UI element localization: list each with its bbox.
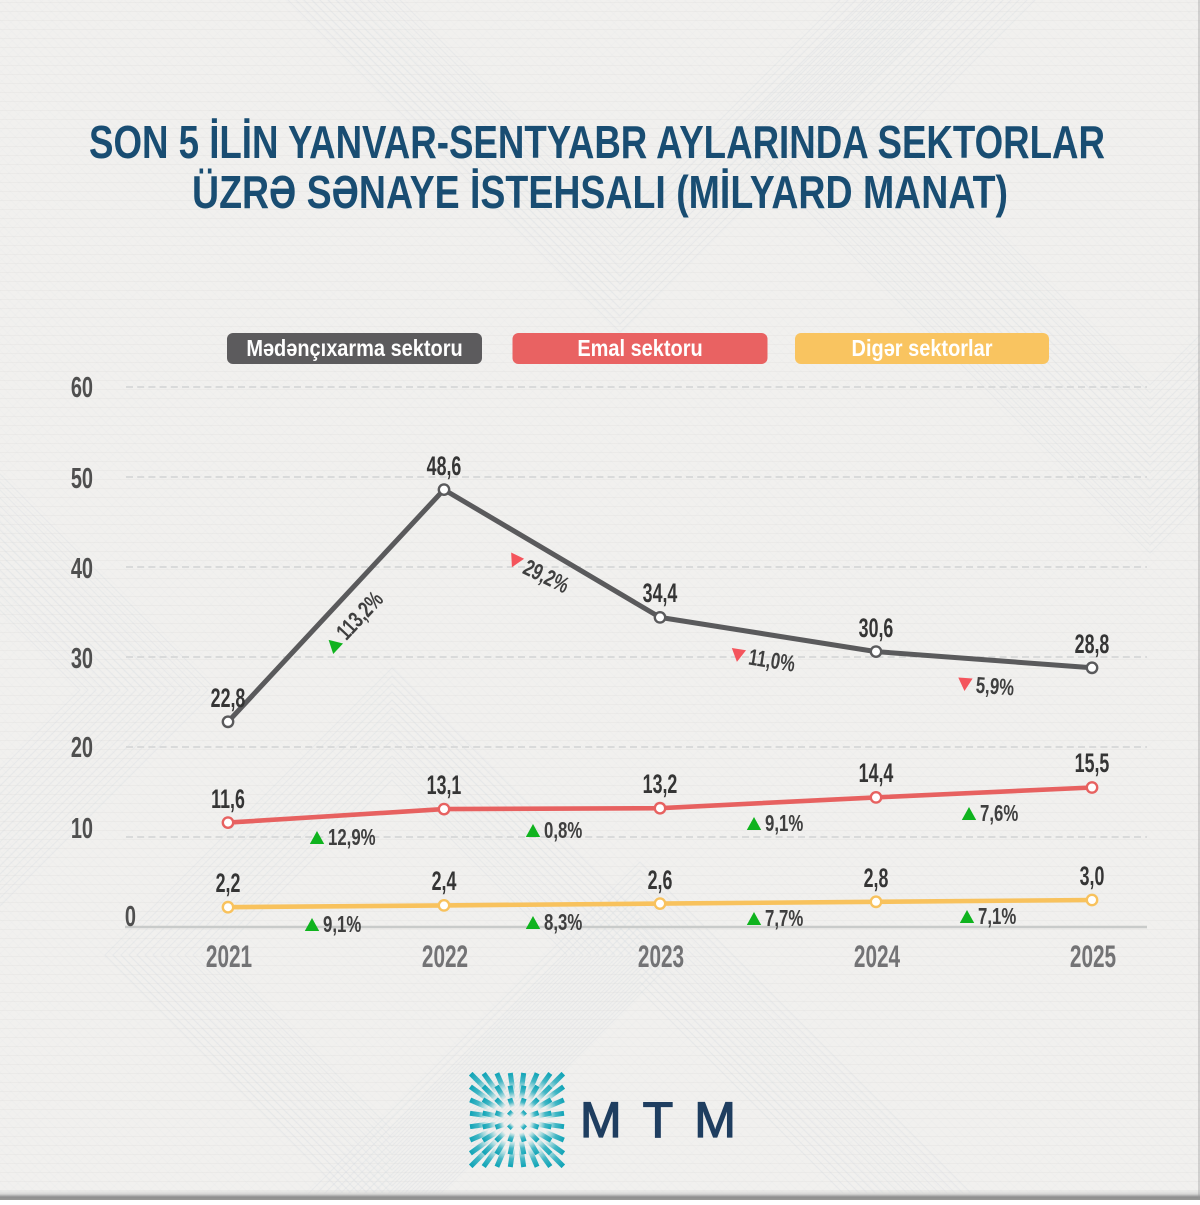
svg-text:9,1%: 9,1% — [765, 811, 803, 836]
svg-text:7,1%: 7,1% — [978, 904, 1016, 929]
svg-text:2024: 2024 — [854, 939, 900, 974]
svg-text:SON 5 İLİN YANVAR-SENTYABR AYL: SON 5 İLİN YANVAR-SENTYABR AYLARINDA SEK… — [89, 116, 1105, 168]
svg-text:2023: 2023 — [638, 939, 684, 974]
svg-text:7,6%: 7,6% — [980, 801, 1018, 826]
svg-text:28,8: 28,8 — [1075, 628, 1110, 659]
svg-text:11,0%: 11,0% — [747, 645, 797, 677]
svg-text:2021: 2021 — [206, 939, 252, 974]
svg-text:9,1%: 9,1% — [323, 912, 361, 937]
svg-text:34,4: 34,4 — [643, 577, 678, 608]
svg-text:2,6: 2,6 — [648, 864, 673, 895]
svg-text:13,1: 13,1 — [427, 769, 462, 800]
svg-text:2022: 2022 — [422, 939, 468, 974]
svg-text:48,6: 48,6 — [427, 450, 462, 481]
svg-text:Digər sektorlar: Digər sektorlar — [852, 334, 993, 361]
svg-text:14,4: 14,4 — [859, 757, 894, 788]
svg-text:30,6: 30,6 — [859, 612, 894, 643]
svg-text:50: 50 — [71, 464, 93, 495]
svg-text:Mədənçıxarma sektoru: Mədənçıxarma sektoru — [246, 334, 462, 361]
svg-text:MTM: MTM — [580, 1092, 757, 1148]
svg-text:12,9%: 12,9% — [328, 825, 376, 850]
svg-text:113,2%: 113,2% — [332, 587, 389, 645]
svg-text:ÜZRƏ SƏNAYE İSTEHSALI (MİLYARD: ÜZRƏ SƏNAYE İSTEHSALI (MİLYARD MANAT) — [192, 166, 1008, 218]
svg-text:11,6: 11,6 — [211, 783, 245, 814]
svg-text:13,2: 13,2 — [643, 768, 678, 799]
svg-text:60: 60 — [71, 373, 93, 404]
svg-text:3,0: 3,0 — [1080, 860, 1105, 891]
svg-text:7,7%: 7,7% — [765, 906, 803, 931]
svg-text:30: 30 — [71, 644, 93, 675]
svg-text:0,8%: 0,8% — [544, 818, 582, 843]
svg-text:2,2: 2,2 — [216, 867, 241, 898]
svg-text:15,5: 15,5 — [1075, 747, 1110, 778]
svg-text:5,9%: 5,9% — [975, 673, 1015, 701]
svg-text:2,8: 2,8 — [864, 862, 889, 893]
svg-text:20: 20 — [71, 733, 93, 764]
svg-text:0: 0 — [125, 902, 136, 933]
svg-text:Emal sektoru: Emal sektoru — [577, 334, 702, 361]
svg-text:8,3%: 8,3% — [544, 910, 582, 935]
svg-text:10: 10 — [71, 814, 93, 845]
svg-text:2,4: 2,4 — [432, 865, 457, 896]
svg-text:2025: 2025 — [1070, 939, 1116, 974]
svg-text:22,8: 22,8 — [211, 682, 246, 713]
svg-text:40: 40 — [71, 554, 93, 585]
